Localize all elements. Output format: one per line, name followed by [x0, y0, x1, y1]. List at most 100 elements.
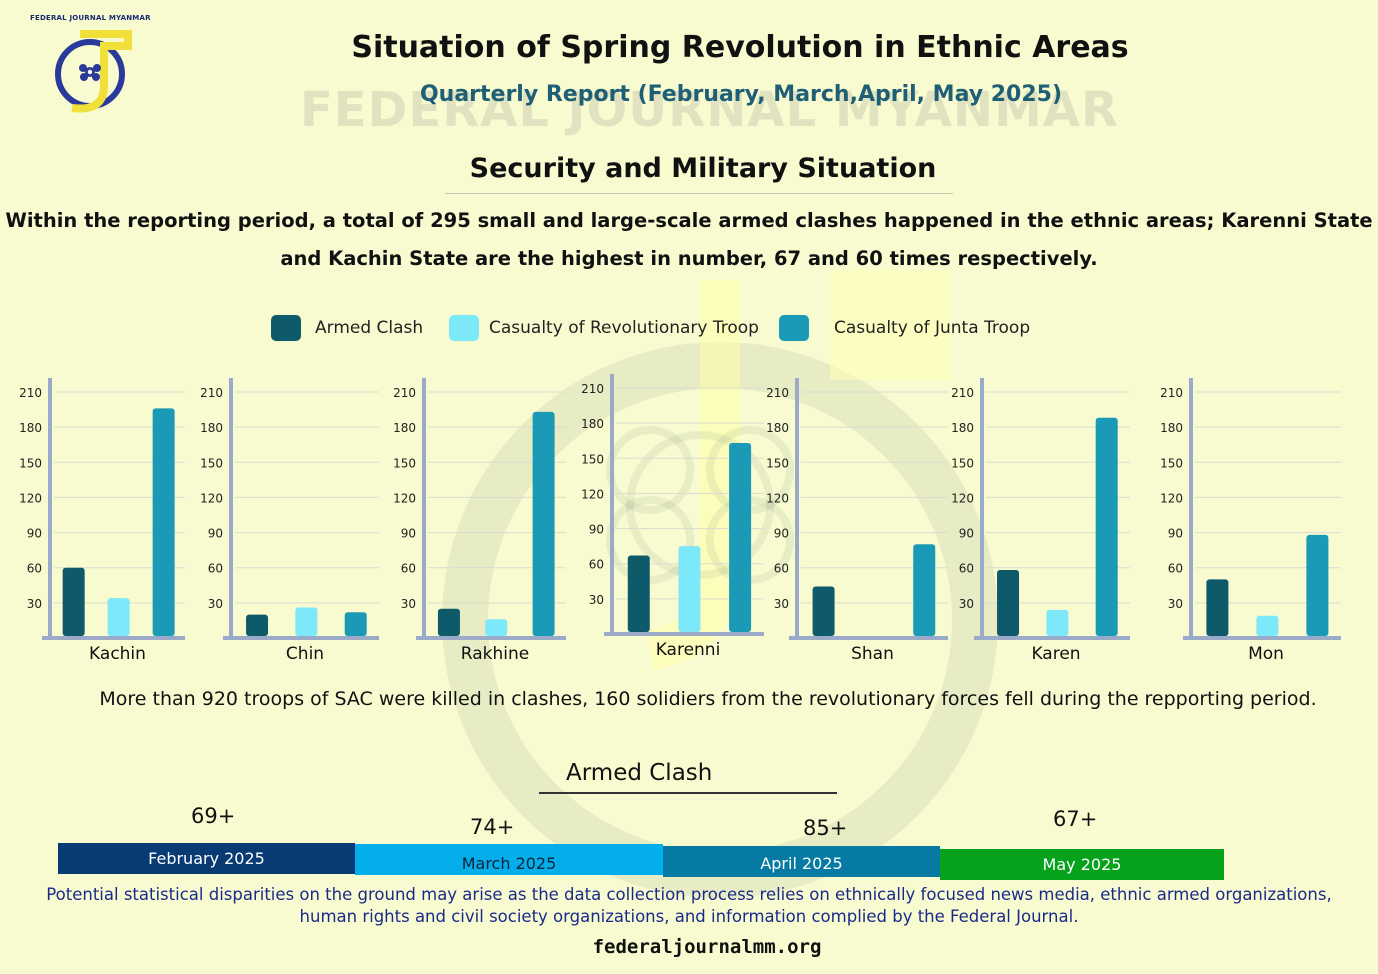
y-tick-label: 60	[589, 558, 604, 572]
y-tick-label: 120	[581, 487, 604, 501]
section-divider	[445, 193, 953, 194]
y-tick-label: 60	[27, 562, 42, 576]
legend-swatch	[271, 315, 301, 341]
armed-clash-divider	[539, 792, 837, 794]
y-tick-label: 210	[766, 386, 789, 400]
bar-kachin-0	[62, 567, 85, 636]
legend-swatch	[449, 315, 479, 341]
y-tick-label: 60	[774, 562, 789, 576]
y-tick-label: 150	[581, 452, 604, 466]
apr-band: April 2025	[663, 846, 940, 877]
mar-label: March 2025	[461, 854, 557, 873]
y-tick-label: 150	[951, 456, 974, 470]
bar-kachin-1	[107, 598, 130, 636]
y-tick-label: 210	[951, 386, 974, 400]
feb-band: February 2025	[58, 843, 355, 874]
y-tick-label: 30	[1168, 597, 1183, 611]
bar-rakhine-0	[437, 608, 460, 636]
disclaimer-line-1: Potential statistical disparities on the…	[46, 885, 1332, 904]
website-url: federaljournalmm.org	[592, 936, 822, 958]
bar-karenni-1	[678, 546, 701, 632]
y-tick-label: 30	[401, 597, 416, 611]
y-tick-label: 120	[19, 491, 42, 505]
y-tick-label: 60	[1168, 562, 1183, 576]
y-tick-label: 90	[774, 527, 789, 541]
y-tick-label: 30	[589, 593, 604, 607]
bar-chin-2	[344, 612, 367, 636]
bar-rakhine-2	[532, 411, 555, 636]
legend-junta-casualty: Casualty of Junta Troop	[779, 315, 1030, 341]
y-tick-label: 210	[1160, 386, 1183, 400]
legend-armed-clash: Armed Clash	[271, 315, 423, 341]
y-tick-label: 210	[581, 382, 604, 396]
bar-karenni-0	[627, 555, 650, 632]
bar-mon-0	[1206, 579, 1229, 636]
y-tick-label: 180	[19, 421, 42, 435]
chart-title-chin: Chin	[286, 644, 324, 664]
brand-name: FEDERAL JOURNAL MYANMAR	[30, 14, 151, 22]
may-band: May 2025	[940, 849, 1224, 880]
y-tick-label: 180	[1160, 421, 1183, 435]
y-tick-label: 120	[1160, 491, 1183, 505]
y-tick-label: 150	[19, 456, 42, 470]
may-clash-count: 67+	[1053, 807, 1098, 831]
legend-rev-casualty: Casualty of Revolutionary Troop	[449, 315, 759, 341]
legend-label: Casualty of Junta Troop	[834, 318, 1031, 338]
y-tick-label: 60	[959, 562, 974, 576]
bar-chin-0	[246, 614, 269, 636]
y-tick-label: 180	[581, 417, 604, 431]
y-tick-label: 180	[766, 421, 789, 435]
bar-kachin-2	[152, 408, 175, 636]
may-label: May 2025	[1042, 855, 1122, 874]
legend-label: Armed Clash	[315, 318, 424, 338]
y-tick-label: 150	[1160, 456, 1183, 470]
section-title: Security and Military Situation	[469, 153, 937, 184]
y-tick-label: 30	[959, 597, 974, 611]
report-subtitle: Quarterly Report (February, March,April,…	[419, 82, 1063, 107]
apr-label: April 2025	[760, 854, 843, 873]
bar-rakhine-1	[485, 619, 508, 636]
mar-band: March 2025	[355, 844, 663, 875]
main-title: Situation of Spring Revolution in Ethnic…	[351, 30, 1129, 65]
y-tick-label: 90	[589, 523, 604, 537]
armed-clash-title: Armed Clash	[566, 760, 713, 786]
data-disclaimer: Potential statistical disparities on the…	[0, 884, 1378, 928]
y-tick-label: 150	[766, 456, 789, 470]
y-tick-label: 150	[200, 456, 223, 470]
state-bar-charts: 30 60 90 120 150 180 210 Kachin 30 60 90 120 150 180 2…	[19, 374, 1341, 664]
y-tick-label: 120	[393, 491, 416, 505]
y-tick-label: 90	[27, 527, 42, 541]
y-tick-label: 210	[200, 386, 223, 400]
y-tick-label: 90	[959, 527, 974, 541]
apr-clash-count: 85+	[803, 816, 848, 840]
federal-journal-logo	[55, 30, 132, 113]
chart-title-karenni: Karenni	[656, 640, 721, 660]
mar-clash-count: 74+	[470, 815, 515, 839]
y-tick-label: 120	[766, 491, 789, 505]
bar-chin-1	[295, 607, 318, 636]
feb-label: February 2025	[148, 849, 265, 868]
y-tick-label: 180	[951, 421, 974, 435]
y-tick-label: 90	[1168, 527, 1183, 541]
watermark-text: FEDERAL JOURNAL MYANMAR	[300, 82, 1119, 138]
chart-title-rakhine: Rakhine	[461, 644, 529, 664]
bar-mon-1	[1256, 615, 1279, 636]
y-tick-label: 30	[27, 597, 42, 611]
chart-title-shan: Shan	[851, 644, 894, 664]
y-tick-label: 120	[951, 491, 974, 505]
y-tick-label: 210	[19, 386, 42, 400]
y-tick-label: 180	[393, 421, 416, 435]
bar-shan-2	[913, 544, 936, 636]
y-tick-label: 90	[208, 527, 223, 541]
legend-label: Casualty of Revolutionary Troop	[489, 318, 759, 338]
y-tick-label: 90	[401, 527, 416, 541]
y-tick-label: 150	[393, 456, 416, 470]
casualty-note: More than 920 troops of SAC were killed …	[99, 688, 1317, 710]
y-tick-label: 30	[774, 597, 789, 611]
y-tick-label: 30	[208, 597, 223, 611]
y-tick-label: 60	[401, 562, 416, 576]
disclaimer-line-2: human rights and civil society organizat…	[299, 907, 1079, 926]
bar-karenni-2	[729, 443, 752, 632]
y-tick-label: 210	[393, 386, 416, 400]
bar-mon-2	[1306, 534, 1329, 636]
